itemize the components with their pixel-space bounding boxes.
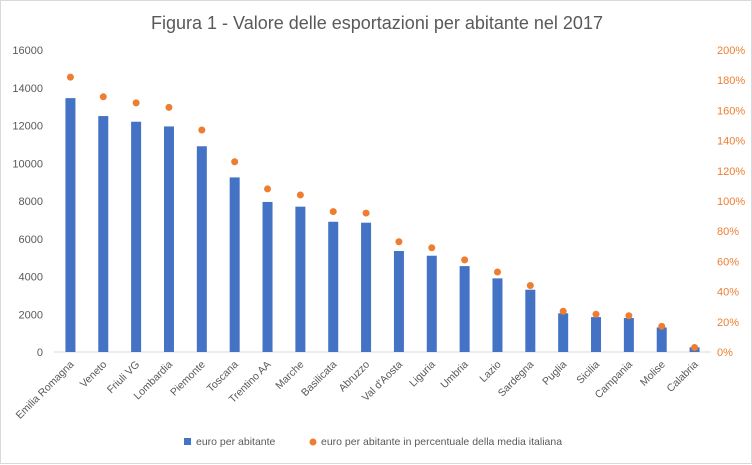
bar-1 [98,116,109,352]
bar-0 [65,98,76,352]
point-16 [592,310,600,318]
bar-8 [328,221,339,352]
left-tick-label: 16000 [12,45,43,57]
point-1 [99,93,107,101]
category-label: Puglia [540,359,569,388]
bar-5 [229,177,240,352]
category-label: Sardegna [496,359,537,400]
bar-3 [163,126,174,352]
left-tick-label: 6000 [19,234,43,246]
legend-swatch-bars [184,438,191,445]
bar-17 [623,318,634,352]
point-12 [461,256,469,264]
right-tick-label: 60% [717,256,739,268]
right-tick-label: 160% [717,105,745,117]
category-label: Molise [638,359,668,389]
point-5 [231,158,239,166]
point-17 [625,312,633,320]
point-18 [658,322,666,330]
category-label: Lazio [477,359,503,385]
bar-14 [525,289,536,352]
legend-label-points: euro per abitante in percentuale della m… [321,436,562,448]
bar-16 [591,317,602,352]
right-tick-label: 180% [717,75,745,87]
bar-15 [558,313,569,352]
left-tick-label: 12000 [12,121,43,133]
category-label: Piemonte [168,359,208,399]
bar-2 [131,121,142,352]
point-8 [329,208,337,216]
bar-10 [393,251,404,352]
bar-9 [361,222,372,352]
left-tick-label: 10000 [12,158,43,170]
point-14 [526,282,534,290]
right-axis-ticks: 0% 20% 40% 60% 80% 100% 120% 140% 160% 180% 200% [717,45,745,359]
category-label: Umbria [438,359,471,392]
right-tick-label: 80% [717,226,739,238]
category-label: Veneto [78,359,110,391]
bar-11 [426,255,437,352]
legend: euro per abitante euro per abitante in p… [184,436,562,448]
left-tick-label: 0 [37,347,43,359]
point-11 [428,244,436,252]
point-6 [264,185,272,193]
point-3 [165,103,173,111]
left-tick-label: 8000 [19,196,43,208]
bar-series [65,98,700,352]
right-tick-label: 20% [717,317,739,329]
legend-label-bars: euro per abitante [196,436,276,448]
left-axis-ticks: 0 2000 4000 6000 8000 10000 12000 14000 16000 [12,45,43,359]
category-label: Basilicata [299,359,339,399]
point-13 [493,268,501,276]
left-tick-label: 2000 [19,309,43,321]
point-7 [296,191,304,199]
point-9 [362,209,370,217]
bar-12 [459,266,470,352]
point-4 [198,126,206,134]
category-label: Sicilia [574,359,602,387]
right-tick-label: 120% [717,166,745,178]
right-tick-label: 40% [717,287,739,299]
chart-title: Figura 1 - Valore delle esportazioni per… [151,13,603,33]
right-tick-label: 0% [717,347,733,359]
left-tick-label: 4000 [19,272,43,284]
legend-swatch-points [309,438,317,446]
point-2 [132,99,140,107]
category-label: Emilia Romagna [14,359,77,422]
point-15 [559,307,567,315]
right-tick-label: 140% [717,136,745,148]
point-0 [66,73,74,81]
bar-6 [262,201,273,352]
bar-4 [196,146,207,352]
left-tick-label: 14000 [12,83,43,95]
category-label: Liguria [407,359,438,390]
bar-7 [295,206,306,352]
right-tick-label: 200% [717,45,745,57]
category-label: Calabria [665,359,701,395]
point-10 [395,238,403,246]
right-tick-label: 100% [717,196,745,208]
point-series [66,73,699,351]
point-19 [691,343,699,351]
bar-13 [492,278,503,352]
bar-18 [656,327,667,352]
